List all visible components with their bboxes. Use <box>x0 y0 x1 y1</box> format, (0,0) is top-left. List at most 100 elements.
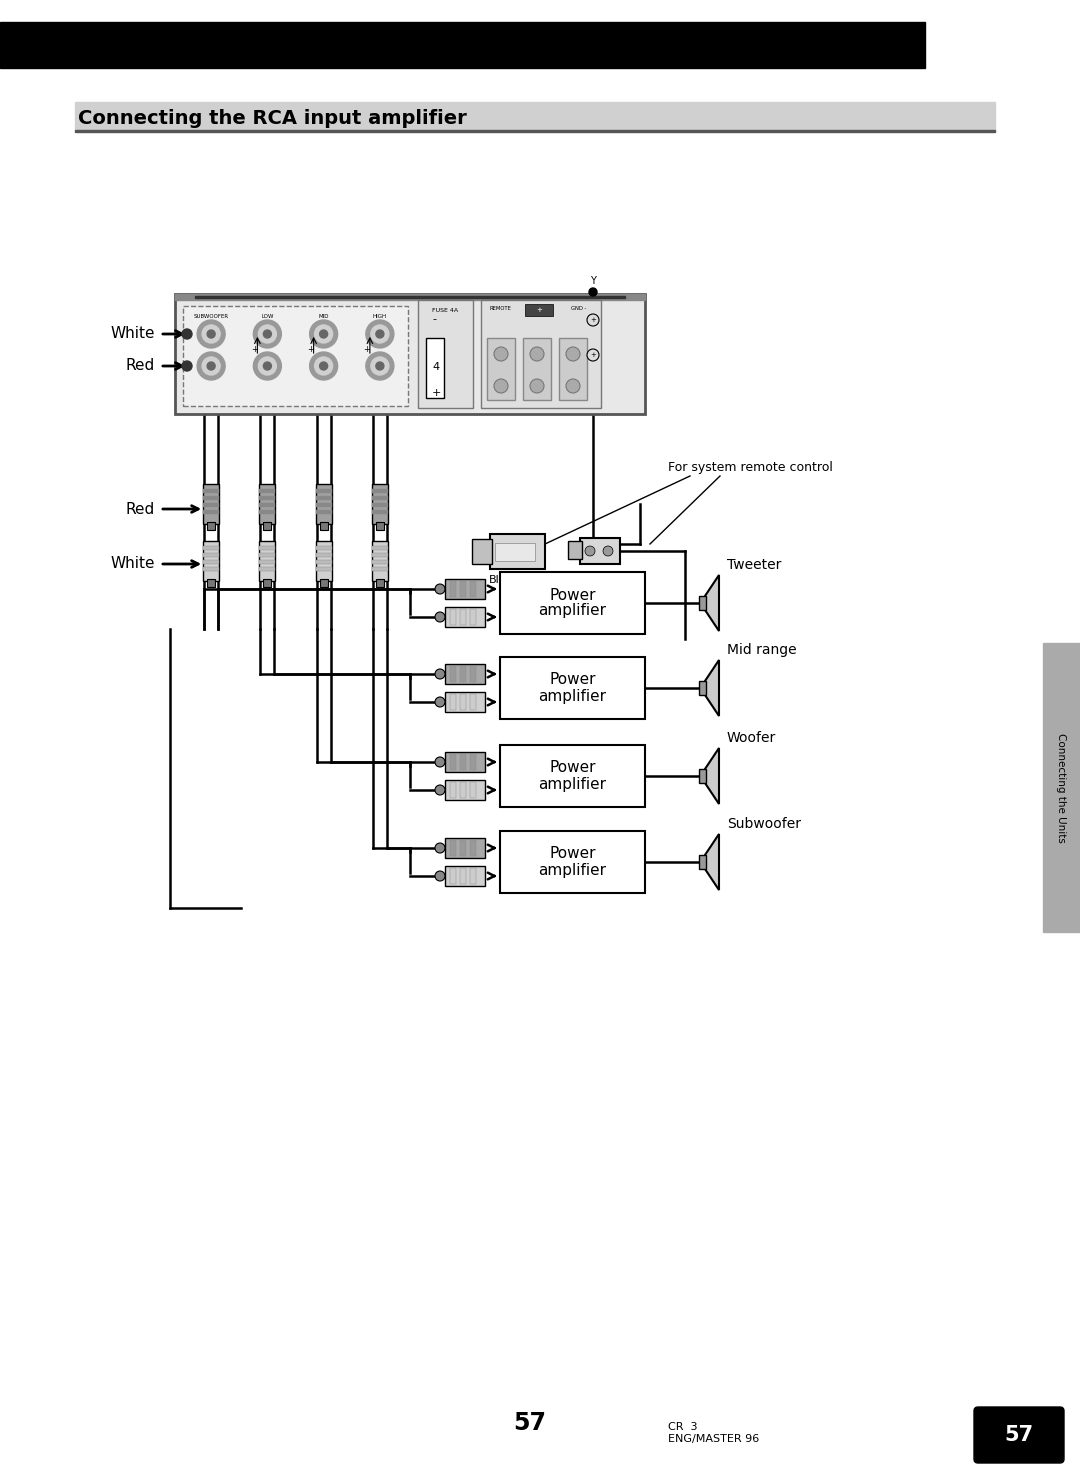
Bar <box>500 657 645 719</box>
Bar <box>470 868 476 884</box>
Text: LOW: LOW <box>261 314 273 319</box>
Bar <box>175 294 645 300</box>
Circle shape <box>254 319 282 348</box>
Circle shape <box>494 379 508 393</box>
Bar <box>315 484 332 524</box>
Bar <box>207 522 215 529</box>
Bar <box>500 745 645 808</box>
Text: Mid range: Mid range <box>727 643 797 657</box>
Bar <box>259 484 275 524</box>
Bar <box>315 510 332 515</box>
Bar <box>259 546 275 550</box>
Polygon shape <box>705 748 719 805</box>
Text: GND -: GND - <box>571 306 586 311</box>
Circle shape <box>376 330 383 339</box>
Bar <box>445 751 485 772</box>
Text: FUSE 4A: FUSE 4A <box>432 308 459 314</box>
Text: +: + <box>536 308 542 314</box>
Circle shape <box>435 584 445 595</box>
Bar <box>259 566 275 571</box>
Bar <box>450 609 456 626</box>
Circle shape <box>435 697 445 707</box>
Text: Connecting the Units: Connecting the Units <box>1056 732 1066 843</box>
Bar <box>203 495 219 500</box>
Text: 57: 57 <box>1004 1424 1034 1445</box>
Circle shape <box>366 352 394 380</box>
Bar <box>203 503 219 507</box>
Bar <box>203 546 219 550</box>
Text: CR  3
ENG/MASTER 96: CR 3 ENG/MASTER 96 <box>669 1423 759 1444</box>
Text: +: + <box>432 387 442 398</box>
Bar <box>460 581 465 598</box>
Text: BACK UP: BACK UP <box>526 306 549 311</box>
Bar <box>183 306 408 407</box>
Text: amplifier: amplifier <box>539 603 607 618</box>
Bar <box>259 503 275 507</box>
Circle shape <box>585 546 595 556</box>
Bar <box>490 534 545 569</box>
Text: +: + <box>590 352 596 358</box>
Text: +: + <box>251 346 258 355</box>
Bar <box>315 490 332 493</box>
Bar <box>699 680 706 695</box>
Polygon shape <box>705 834 719 890</box>
Text: Blue/white: Blue/white <box>567 575 633 586</box>
Bar <box>372 490 388 493</box>
Circle shape <box>202 356 220 376</box>
Bar <box>264 522 271 529</box>
Bar <box>460 666 465 682</box>
Bar <box>372 553 388 558</box>
Bar <box>376 578 383 587</box>
Bar <box>699 855 706 870</box>
Text: HIGH: HIGH <box>373 314 387 319</box>
Circle shape <box>566 379 580 393</box>
Circle shape <box>310 352 338 380</box>
Circle shape <box>314 356 333 376</box>
Bar <box>450 868 456 884</box>
Bar <box>500 831 645 893</box>
Circle shape <box>370 325 389 343</box>
Bar <box>259 495 275 500</box>
Bar <box>445 867 485 886</box>
Text: Red: Red <box>125 501 156 516</box>
Bar <box>315 495 332 500</box>
Bar <box>259 490 275 493</box>
Text: Tweeter: Tweeter <box>727 558 781 572</box>
Circle shape <box>435 757 445 768</box>
Bar <box>75 130 995 132</box>
Circle shape <box>435 612 445 623</box>
Bar <box>259 553 275 558</box>
Bar <box>203 561 219 563</box>
Bar <box>487 339 515 399</box>
Circle shape <box>198 352 225 380</box>
Text: Woofer: Woofer <box>727 731 777 745</box>
Text: REMOTE: REMOTE <box>489 306 511 311</box>
Bar <box>559 339 588 399</box>
Circle shape <box>314 325 333 343</box>
Bar <box>259 561 275 563</box>
Bar <box>264 578 271 587</box>
Bar <box>315 566 332 571</box>
Bar <box>699 596 706 609</box>
Circle shape <box>435 669 445 679</box>
Bar <box>203 510 219 515</box>
Bar <box>445 606 485 627</box>
Circle shape <box>588 349 599 361</box>
Bar <box>445 664 485 683</box>
Circle shape <box>310 319 338 348</box>
Circle shape <box>588 314 599 325</box>
Text: Subwoofer: Subwoofer <box>727 816 801 831</box>
Circle shape <box>530 379 544 393</box>
Bar <box>525 305 553 317</box>
Bar <box>460 868 465 884</box>
Bar <box>450 666 456 682</box>
Circle shape <box>258 356 276 376</box>
Bar <box>450 782 456 799</box>
Bar <box>203 566 219 571</box>
Circle shape <box>530 348 544 361</box>
Bar <box>75 102 995 130</box>
Text: Connecting the RCA input amplifier: Connecting the RCA input amplifier <box>78 108 467 127</box>
Bar <box>315 553 332 558</box>
Bar <box>203 553 219 558</box>
Text: White: White <box>110 556 156 571</box>
